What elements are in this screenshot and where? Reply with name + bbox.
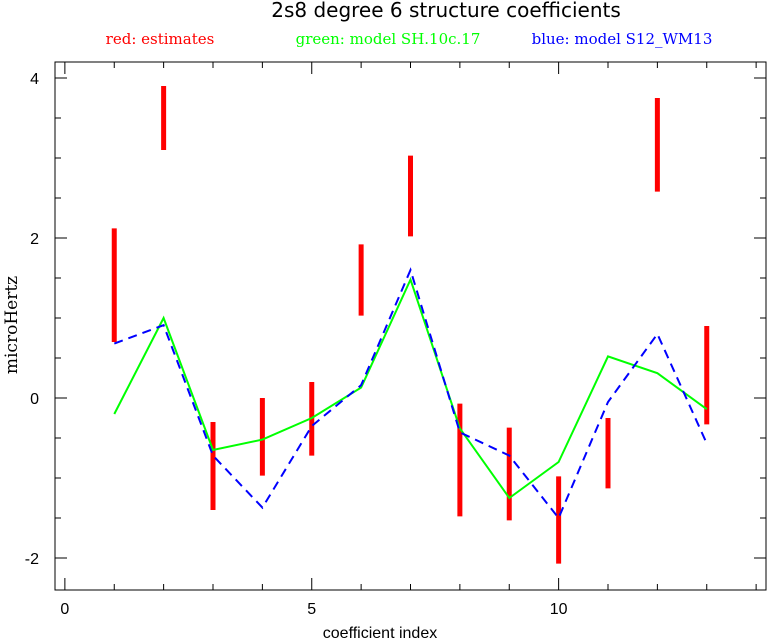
legend-model-sh10c17: green: model SH.10c.17 xyxy=(296,30,481,48)
model-lines xyxy=(113,267,708,520)
y-axis-label: microHertz xyxy=(2,276,22,374)
x-axis-label: coefficient index xyxy=(323,625,437,641)
legend-estimates: red: estimates xyxy=(106,30,215,48)
series-line-blue xyxy=(113,267,708,520)
tick-marks xyxy=(55,62,766,590)
tick-labels: 0 5 10 -2 0 2 4 xyxy=(25,71,568,618)
y-tick-label: -2 xyxy=(25,551,39,568)
series-line-green xyxy=(113,276,708,500)
x-tick-label: 10 xyxy=(550,601,568,618)
chart-title: 2s8 degree 6 structure coefficients xyxy=(271,0,621,22)
y-tick-label: 0 xyxy=(30,391,39,408)
y-tick-label: 4 xyxy=(30,71,39,88)
estimate-bars xyxy=(111,86,710,564)
legend-model-s12wm13: blue: model S12_WM13 xyxy=(532,30,713,48)
x-tick-label: 5 xyxy=(307,601,316,618)
y-tick-label: 2 xyxy=(30,231,39,248)
x-tick-label: 0 xyxy=(60,601,69,618)
